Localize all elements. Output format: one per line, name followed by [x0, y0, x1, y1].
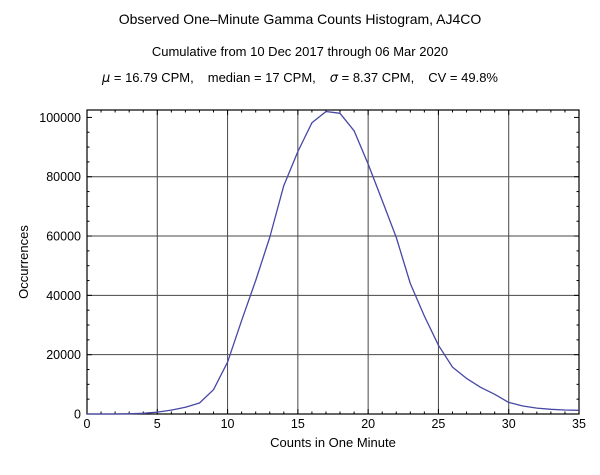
- x-tick-label: 25: [431, 417, 445, 431]
- y-tick-label: 0: [74, 408, 81, 422]
- median-value: median = 17 CPM,: [207, 70, 316, 85]
- y-tick-label: 100000: [39, 111, 81, 125]
- x-tick-label: 15: [291, 417, 305, 431]
- plot-frame: [86, 109, 580, 415]
- gridlines: [87, 110, 579, 414]
- x-tick-label: 20: [361, 417, 375, 431]
- axis-ticks: [86, 110, 580, 415]
- chart-title: Observed One–Minute Gamma Counts Histogr…: [118, 11, 482, 27]
- mu-value: = 16.79 CPM,: [110, 70, 194, 85]
- x-tick-label: 5: [154, 417, 161, 431]
- mu-symbol: μ: [101, 71, 111, 86]
- y-tick-label: 40000: [46, 289, 81, 303]
- chart-stats-line: μ = 16.79 CPM, median = 17 CPM, σ = 8.37 C…: [0, 70, 600, 86]
- y-axis-label: Occurrences: [16, 225, 31, 299]
- x-axis-label: Counts in One Minute: [270, 435, 396, 450]
- chart-subtitle: Cumulative from 10 Dec 2017 through 06 M…: [151, 44, 449, 59]
- x-tick-label: 30: [502, 417, 516, 431]
- sigma-symbol: σ: [329, 71, 339, 86]
- y-tick-label: 20000: [46, 348, 81, 362]
- y-tick-label: 60000: [46, 230, 81, 244]
- y-tick-labels: 0 20000 40000 60000 80000 100000: [39, 111, 81, 422]
- y-tick-label: 80000: [46, 170, 81, 184]
- cv-value: CV = 49.8%: [428, 70, 498, 85]
- sigma-value: = 8.37 CPM,: [338, 70, 415, 85]
- x-tick-label: 35: [572, 417, 586, 431]
- occurrences-curve: [87, 110, 580, 415]
- x-tick-labels: 0 5 10 15 20 25 30 35: [84, 417, 586, 431]
- x-tick-label: 0: [84, 417, 91, 431]
- x-tick-label: 10: [221, 417, 235, 431]
